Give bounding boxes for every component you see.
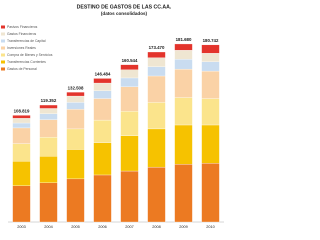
bar-segment bbox=[201, 44, 220, 54]
bar-segment bbox=[201, 53, 220, 62]
bar-segment bbox=[66, 95, 85, 103]
bar-segment bbox=[120, 69, 139, 79]
legend-label: Gastos de Personal bbox=[7, 67, 37, 71]
bar-segment bbox=[174, 59, 193, 70]
bar-segment bbox=[39, 156, 58, 183]
bar-segment bbox=[93, 142, 112, 176]
bar-segment bbox=[147, 166, 166, 223]
bar-segment bbox=[174, 50, 193, 60]
bar-segment bbox=[39, 119, 58, 138]
total-label: 173.470 bbox=[149, 45, 165, 50]
bar-segment bbox=[66, 109, 85, 130]
bar-segment bbox=[120, 86, 139, 112]
total-label: 119.352 bbox=[41, 98, 57, 103]
bar-segment bbox=[201, 61, 220, 72]
bar-segment bbox=[93, 90, 112, 99]
bar-segment bbox=[39, 113, 58, 120]
legend-swatch bbox=[1, 46, 5, 50]
chart-subtitle: (datos consolidados) bbox=[101, 11, 148, 16]
bar-segment bbox=[120, 111, 139, 136]
x-tick-label: 2007 bbox=[125, 225, 133, 229]
bar-segment bbox=[93, 174, 112, 223]
bar-segment bbox=[147, 51, 166, 58]
bar-segment bbox=[147, 128, 166, 168]
bar-segment bbox=[93, 82, 112, 91]
total-label: 181.680 bbox=[176, 37, 192, 42]
bar-segment bbox=[174, 124, 193, 165]
total-label: 146.484 bbox=[95, 72, 111, 77]
bar-segment bbox=[12, 127, 31, 144]
bar-segment bbox=[12, 185, 31, 223]
bar-segment bbox=[147, 66, 166, 77]
x-tick-label: 2010 bbox=[206, 225, 214, 229]
x-tick-label: 2009 bbox=[179, 225, 187, 229]
bar-segment bbox=[66, 91, 85, 97]
legend-label: Compra de Bienes y Servicios bbox=[7, 53, 53, 57]
bar-segment bbox=[201, 124, 220, 164]
bar-segment bbox=[174, 43, 193, 51]
bar-segment bbox=[93, 119, 112, 143]
x-tick-label: 2008 bbox=[152, 225, 160, 229]
total-label: 160.544 bbox=[122, 58, 138, 63]
bar-segment bbox=[174, 97, 193, 126]
bar-segment bbox=[174, 164, 193, 223]
legend-label: Transferencias Corrientes bbox=[7, 60, 46, 64]
bar-segment bbox=[93, 98, 112, 121]
bar-segment bbox=[66, 128, 85, 150]
bar-segment bbox=[147, 102, 166, 130]
legend-label: Inversiones Reales bbox=[7, 46, 36, 50]
bar-segment bbox=[120, 77, 139, 87]
total-label: 180.742 bbox=[203, 38, 219, 43]
bar-segment bbox=[39, 108, 58, 114]
x-tick-label: 2003 bbox=[17, 225, 25, 229]
legend-swatch bbox=[1, 53, 5, 57]
bar-segment bbox=[201, 70, 220, 99]
bar-segment bbox=[66, 149, 85, 180]
bar-segment bbox=[120, 170, 139, 223]
total-label: 132.508 bbox=[68, 85, 84, 90]
bar-segment bbox=[93, 78, 112, 84]
bar-segment bbox=[174, 68, 193, 98]
bar-segment bbox=[120, 64, 139, 70]
bar-segment bbox=[66, 102, 85, 110]
legend-swatch bbox=[1, 60, 5, 64]
bar-segment bbox=[12, 143, 31, 162]
legend-swatch bbox=[1, 32, 5, 36]
bar-segment bbox=[12, 118, 31, 124]
x-tick-label: 2004 bbox=[44, 225, 52, 229]
x-tick-label: 2006 bbox=[98, 225, 106, 229]
chart: DESTINO DE GASTOS DE LAS CC.AA. (datos c… bbox=[1, 4, 224, 229]
bar-segment bbox=[120, 135, 139, 172]
legend-label: Transferencias de Capital bbox=[7, 39, 46, 43]
bar-segment bbox=[201, 163, 220, 223]
x-tick-label: 2005 bbox=[71, 225, 79, 229]
bar-segment bbox=[147, 57, 166, 67]
legend-label: Pasivos Financieros bbox=[7, 25, 38, 29]
legend-swatch bbox=[1, 67, 5, 71]
bar-segment bbox=[12, 122, 31, 129]
bar-segment bbox=[39, 137, 58, 157]
bar-segment bbox=[39, 182, 58, 223]
bar-segment bbox=[147, 75, 166, 103]
bar-segment bbox=[66, 178, 85, 223]
bar-segment bbox=[12, 161, 31, 186]
legend-swatch bbox=[1, 25, 5, 29]
total-label: 108.819 bbox=[14, 109, 30, 114]
legend-label: Gastos Financieros bbox=[7, 32, 37, 36]
bar-segment bbox=[201, 98, 220, 126]
bar-segment bbox=[12, 115, 31, 119]
bar-segment bbox=[39, 104, 58, 109]
chart-title: DESTINO DE GASTOS DE LAS CC.AA. bbox=[77, 4, 172, 10]
legend-swatch bbox=[1, 39, 5, 43]
